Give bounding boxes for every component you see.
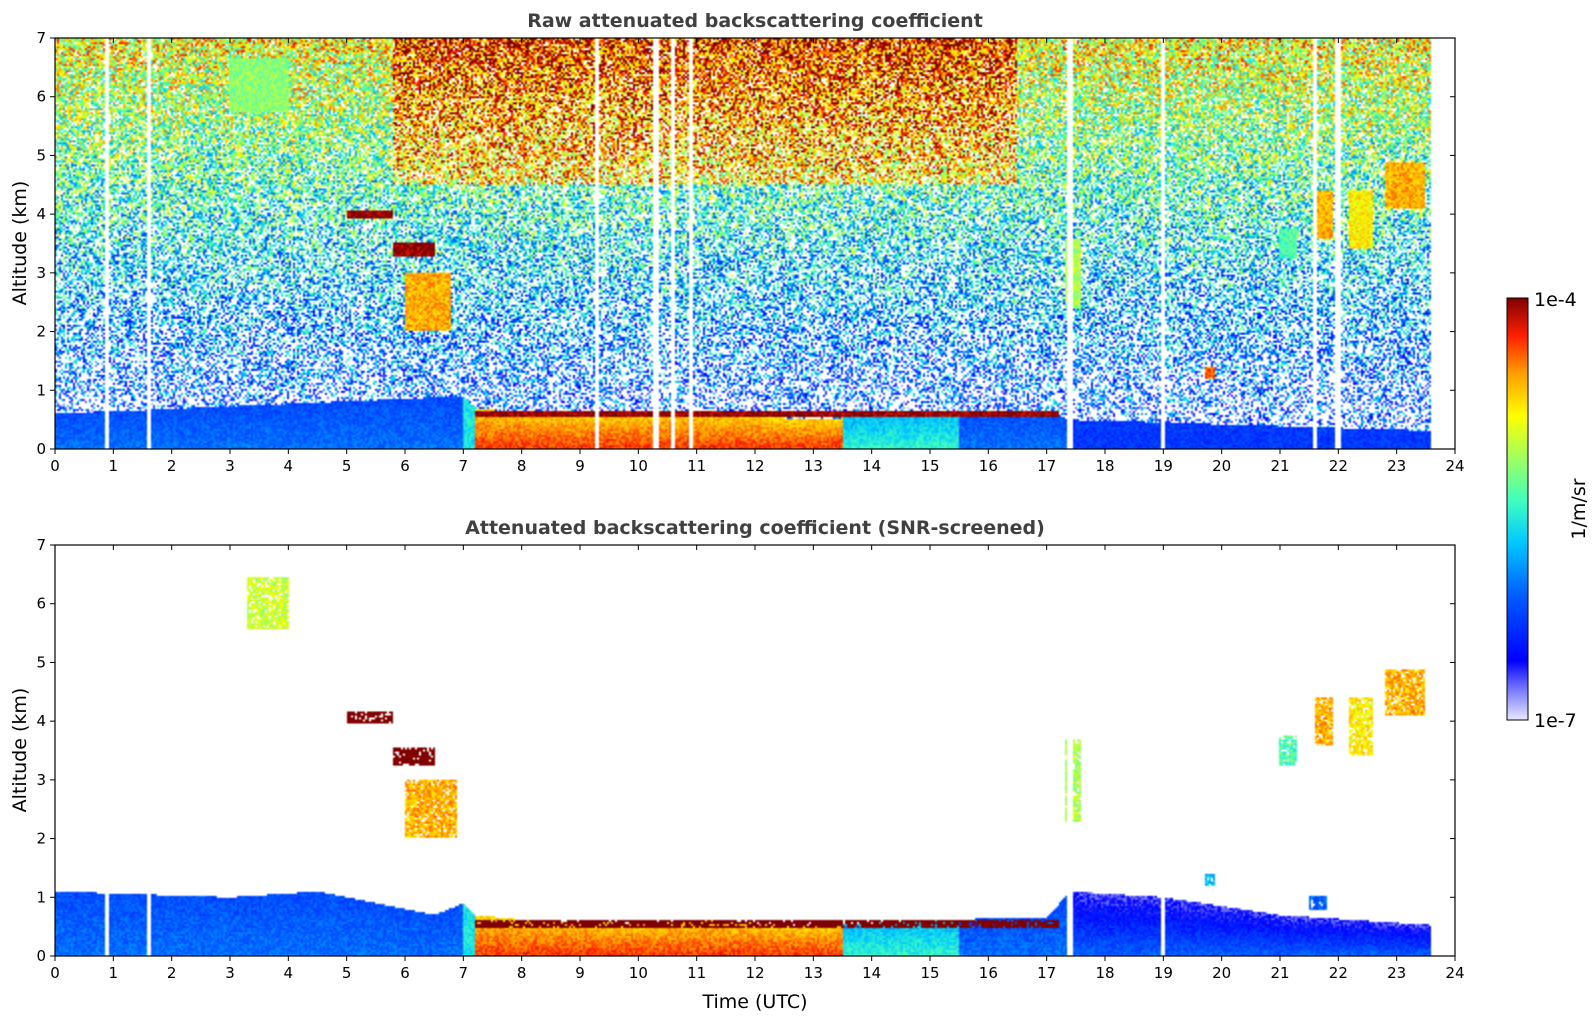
x-tick-label: 24 [1445, 457, 1464, 475]
x-tick-label: 5 [342, 457, 352, 475]
axes-screened: 0 1 2 3 4 5 6 7 8 9 10 11 12 13 14 15 16 17 18 19 20 21 22 23 24… [36, 536, 1464, 982]
y-tick-label: 7 [36, 29, 46, 47]
x-tick-label: 23 [1387, 964, 1406, 982]
x-tick-label: 8 [517, 964, 527, 982]
x-tick-label: 3 [225, 457, 235, 475]
y-tick-label: 2 [36, 830, 46, 848]
x-axis-label: Time (UTC) [701, 991, 807, 1013]
y-tick-label: 6 [36, 595, 46, 613]
x-tick-label: 22 [1329, 964, 1348, 982]
y-tick-label: 4 [36, 712, 46, 730]
y-axis-label: Altitude (km) [9, 181, 31, 306]
x-tick-label: 18 [1095, 964, 1114, 982]
y-tick-label: 1 [36, 381, 46, 399]
colorbar-min-label: 1e-7 [1534, 710, 1577, 732]
x-tick-label: 9 [575, 457, 585, 475]
x-tick-label: 15 [920, 457, 939, 475]
y-tick-label: 5 [36, 653, 46, 671]
x-tick-label: 0 [50, 457, 60, 475]
x-tick-label: 14 [862, 964, 881, 982]
x-tick-label: 7 [459, 457, 469, 475]
colorbar-gradient [1506, 297, 1529, 721]
x-tick-label: 19 [1154, 457, 1173, 475]
x-tick-label: 16 [979, 964, 998, 982]
x-tick-label: 9 [575, 964, 585, 982]
x-tick-label: 18 [1095, 457, 1114, 475]
x-tick-label: 24 [1445, 964, 1464, 982]
x-tick-label: 21 [1270, 457, 1289, 475]
x-tick-label: 11 [687, 457, 706, 475]
x-tick-label: 10 [629, 964, 648, 982]
y-tick-label: 7 [36, 536, 46, 554]
x-tick-label: 13 [804, 457, 823, 475]
x-tick-label: 20 [1212, 457, 1231, 475]
heatmap-raw [55, 38, 1455, 449]
x-tick-label: 21 [1270, 964, 1289, 982]
x-tick-label: 4 [284, 457, 294, 475]
panel-title: Raw attenuated backscattering coefficien… [527, 10, 983, 32]
x-tick-label: 19 [1154, 964, 1173, 982]
x-tick-label: 8 [517, 457, 527, 475]
x-tick-label: 22 [1329, 457, 1348, 475]
y-tick-label: 0 [36, 440, 46, 458]
colorbar-unit-label: 1/m/sr [1568, 478, 1590, 539]
panel-raw: Raw attenuated backscattering coefficien… [9, 10, 1465, 475]
x-tick-label: 17 [1037, 457, 1056, 475]
colorbar-max-label: 1e-4 [1534, 289, 1577, 311]
x-tick-label: 5 [342, 964, 352, 982]
x-tick-label: 1 [109, 457, 119, 475]
x-tick-label: 4 [284, 964, 294, 982]
x-tick-label: 12 [745, 457, 764, 475]
x-tick-label: 23 [1387, 457, 1406, 475]
y-axis-label: Altitude (km) [9, 688, 31, 813]
x-tick-label: 10 [629, 457, 648, 475]
x-tick-label: 17 [1037, 964, 1056, 982]
x-tick-label: 6 [400, 457, 410, 475]
y-tick-label: 2 [36, 323, 46, 341]
x-tick-label: 2 [167, 964, 177, 982]
x-tick-label: 0 [50, 964, 60, 982]
y-tick-label: 5 [36, 146, 46, 164]
y-tick-label: 3 [36, 264, 46, 282]
x-tick-label: 13 [804, 964, 823, 982]
y-tick-label: 4 [36, 205, 46, 223]
x-tick-label: 3 [225, 964, 235, 982]
y-tick-label: 0 [36, 947, 46, 965]
heatmap-screened [55, 545, 1455, 956]
colorbar: 1e-4 1e-7 1/m/sr [1506, 289, 1590, 732]
x-tick-label: 14 [862, 457, 881, 475]
x-tick-label: 12 [745, 964, 764, 982]
y-tick-label: 1 [36, 888, 46, 906]
x-tick-label: 11 [687, 964, 706, 982]
x-tick-label: 20 [1212, 964, 1231, 982]
y-tick-label: 3 [36, 771, 46, 789]
x-tick-label: 2 [167, 457, 177, 475]
panel-title: Attenuated backscattering coefficient (S… [465, 517, 1045, 539]
x-tick-label: 1 [109, 964, 119, 982]
y-tick-label: 6 [36, 88, 46, 106]
x-tick-label: 16 [979, 457, 998, 475]
x-tick-label: 7 [459, 964, 469, 982]
panel-screened: Attenuated backscattering coefficient (S… [9, 517, 1465, 1013]
x-tick-label: 15 [920, 964, 939, 982]
axes-raw: 0 1 2 3 4 5 6 7 8 9 10 11 12 13 14 15 16 17 18 19 20 21 22 23 24… [36, 29, 1464, 475]
x-tick-label: 6 [400, 964, 410, 982]
